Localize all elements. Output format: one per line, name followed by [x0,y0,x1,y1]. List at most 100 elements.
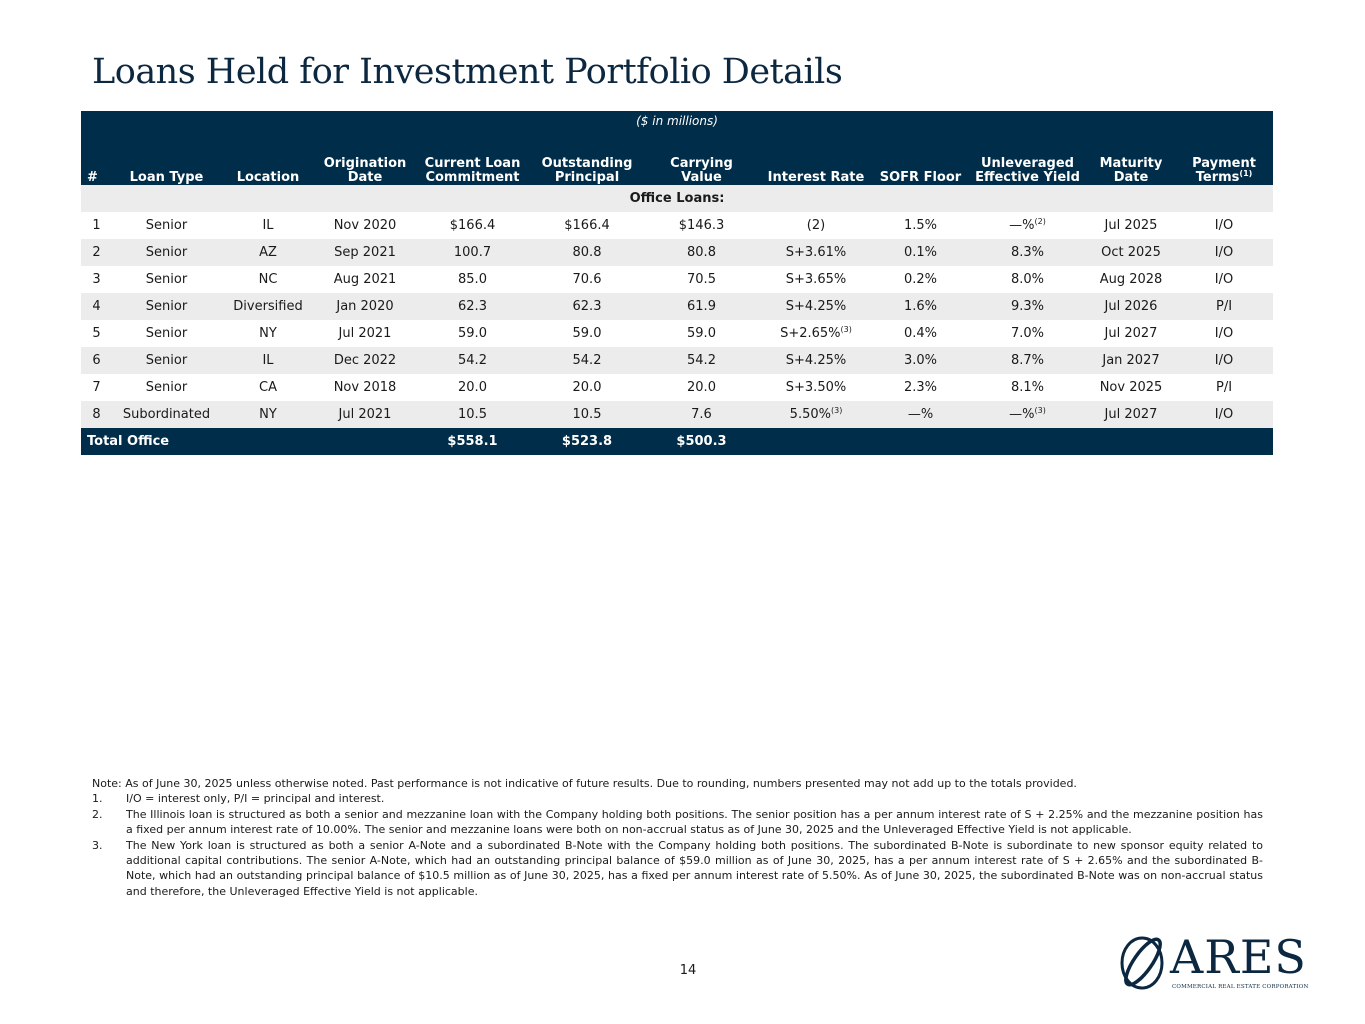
note-intro: Note: As of June 30, 2025 unless otherwi… [92,777,1077,790]
cell-sofr-floor: 2.3% [903,380,938,395]
cell-sofr-floor: —% [873,401,968,428]
cell-interest-rate: (2) [806,218,826,233]
cell-effective-yield: 7.0% [1010,326,1045,341]
footnote-1: 1. I/O = interest only, P/I = principal … [92,791,1263,806]
cell-origination-date: Jan 2020 [315,293,415,320]
total-label: Total Office [81,428,315,455]
footnote-text: The Illinois loan is structured as both … [126,807,1263,837]
section-row: Office Loans: [81,185,1274,212]
cell-payment-terms: I/O [1175,239,1274,266]
cell-loan-type: Senior [145,380,188,395]
col-header-num: # [81,131,112,185]
cell-loan-type: Senior [112,239,221,266]
cell-outstanding-principal: 80.8 [530,239,644,266]
cell-payment-terms: P/I [1215,380,1233,395]
total-outstanding: $523.8 [530,428,644,455]
cell-origination-date: Dec 2022 [315,347,415,374]
logo-tagline: COMMERCIAL REAL ESTATE CORPORATION [1172,984,1309,990]
footnote-3: 3. The New York loan is structured as bo… [92,838,1263,900]
col-header-sofr-floor: SOFR Floor [873,131,968,185]
cell-commitment: 100.7 [415,239,530,266]
cell-location: NY [221,401,315,428]
cell-origination-date: Nov 2018 [333,380,397,395]
cell-carrying-value: 61.9 [644,293,759,320]
cell-effective-yield: —%(3) [968,401,1087,428]
cell-sofr-floor: 3.0% [873,347,968,374]
cell-location: IL [262,218,274,233]
cell-maturity-date: Jul 2026 [1087,293,1175,320]
cell-interest-rate: S+3.65% [785,272,847,287]
footnote-ref: (2) [1034,217,1046,226]
total-commitment: $558.1 [415,428,530,455]
page-number: 14 [679,963,697,978]
cell-maturity-date: Jul 2027 [1087,401,1175,428]
cell-num: 2 [81,239,112,266]
cell-outstanding-principal: 10.5 [530,401,644,428]
cell-loan-type: Senior [145,272,188,287]
cell-maturity-date: Oct 2025 [1087,239,1175,266]
cell-payment-terms: I/O [1214,272,1234,287]
table-row: 2 Senior AZ Sep 2021 100.7 80.8 80.8 S+3.61% 0.1… [81,239,1274,266]
cell-effective-yield: 8.3% [968,239,1087,266]
cell-origination-date: Jul 2021 [315,401,415,428]
col-header-location: Location [221,131,315,185]
cell-carrying-value: 20.0 [687,380,716,395]
cell-location: IL [221,347,315,374]
cell-effective-yield: 8.7% [968,347,1087,374]
cell-num: 8 [81,401,112,428]
col-header-interest-rate: Interest Rate [759,131,873,185]
cell-payment-terms: I/O [1175,401,1274,428]
cell-outstanding-principal: 62.3 [530,293,644,320]
cell-effective-yield: 8.1% [1010,380,1045,395]
section-label: Office Loans: [81,185,1274,212]
cell-commitment: 62.3 [415,293,530,320]
cell-num: 7 [92,380,101,395]
cell-loan-type: Senior [112,293,221,320]
cell-commitment: 54.2 [415,347,530,374]
cell-payment-terms: I/O [1214,218,1234,233]
table-row: 5 Senior NY Jul 2021 59.0 59.0 59.0 S+2.65%(3) 0… [81,320,1273,347]
footnote-ref: (3) [840,325,852,334]
cell-num: 6 [81,347,112,374]
cell-location: Diversified [221,293,315,320]
footnote-2: 2. The Illinois loan is structured as bo… [92,807,1263,838]
cell-interest-rate: S+2.65%(3) [780,325,852,342]
col-header-outstanding-principal: Outstanding Principal [530,131,644,185]
cell-effective-yield: 8.0% [1010,272,1045,287]
cell-sofr-floor: 1.5% [903,218,938,233]
cell-origination-date: Nov 2020 [333,218,397,233]
cell-carrying-value: $146.3 [678,218,725,233]
col-header-maturity-date: Maturity Date [1087,131,1175,185]
cell-interest-rate: S+3.61% [759,239,873,266]
cell-maturity-date: Jan 2027 [1087,347,1175,374]
units-row: ($ in millions) [81,111,1274,131]
total-carrying: $500.3 [644,428,759,455]
cell-outstanding-principal: 20.0 [572,380,602,395]
loan-rows: 1 Senior IL Nov 2020 $166.4 $166.4 $146.3 (2) 1.… [81,212,1274,428]
cell-carrying-value: 80.8 [644,239,759,266]
cell-interest-rate: 5.50%(3) [759,401,873,428]
units-label: ($ in millions) [81,111,1274,131]
table-header-row: # Loan Type Location Origination Date Cur… [81,131,1274,185]
col-header-carrying-value: Carrying Value [644,131,759,185]
col-header-payment-terms: Payment Terms(1) [1175,131,1274,185]
cell-carrying-value: 7.6 [644,401,759,428]
cell-commitment: 10.5 [415,401,530,428]
cell-carrying-value: 54.2 [644,347,759,374]
ares-logo: ARES COMMERCIAL REAL ESTATE CORPORATION [1118,930,1308,994]
total-empty [759,428,1274,455]
cell-location: AZ [221,239,315,266]
footnote-number: 1. [92,792,103,806]
cell-num: 1 [92,218,101,233]
cell-outstanding-principal: $166.4 [564,218,610,233]
cell-effective-yield: 9.3% [968,293,1087,320]
cell-commitment: $166.4 [449,218,496,233]
cell-commitment: 20.0 [458,380,487,395]
cell-payment-terms: P/I [1175,293,1274,320]
cell-sofr-floor: 0.1% [873,239,968,266]
col-header-commitment: Current Loan Commitment [415,131,530,185]
cell-maturity-date: Jul 2027 [1104,326,1158,341]
cell-outstanding-principal: 54.2 [530,347,644,374]
cell-loan-type: Senior [145,218,188,233]
col-header-origination-date: Origination Date [315,131,415,185]
